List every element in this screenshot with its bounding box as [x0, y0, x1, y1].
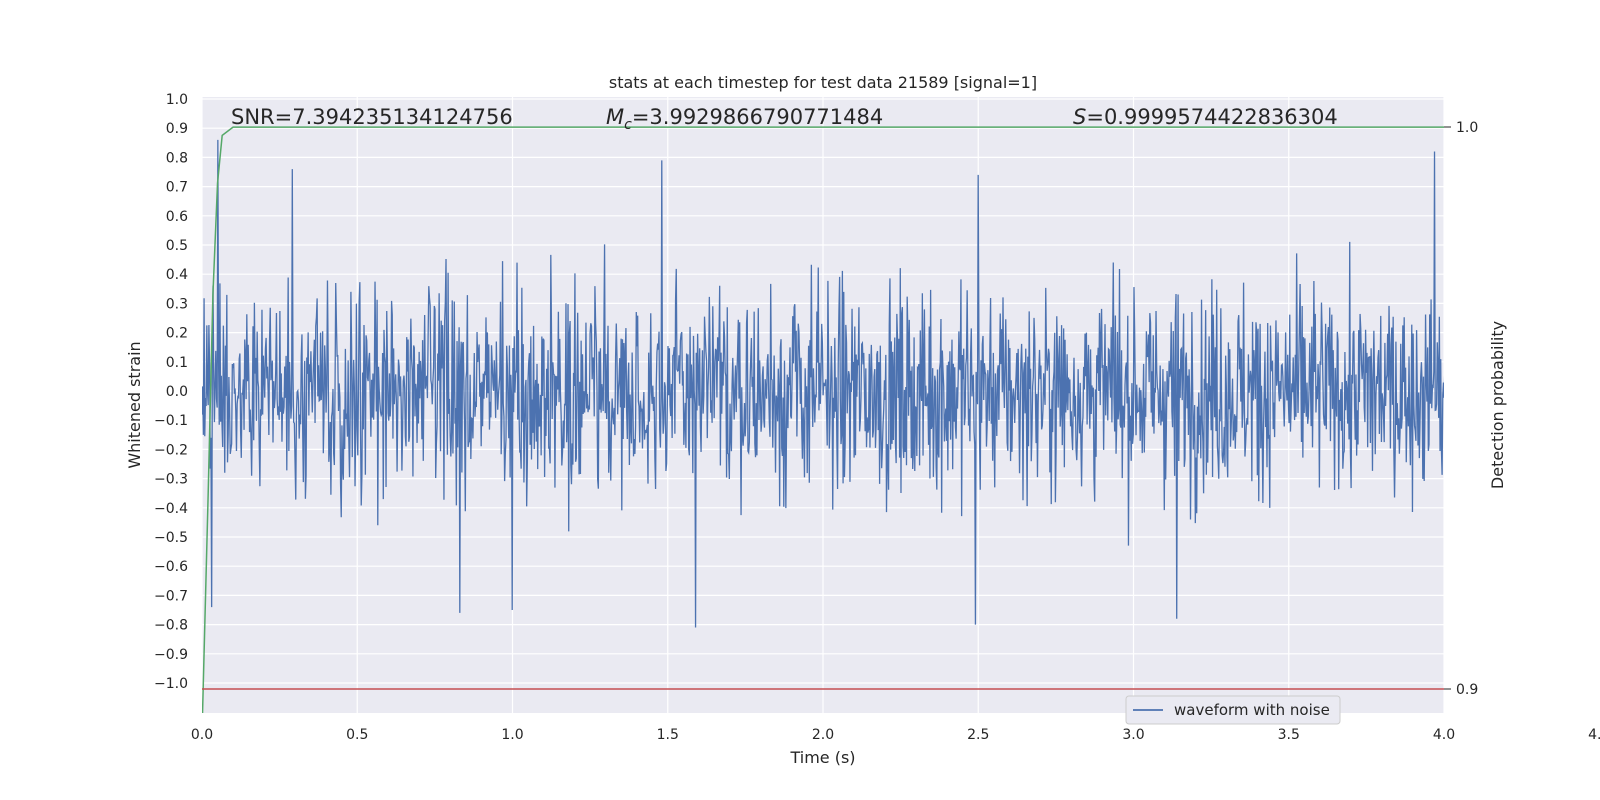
y-tick-label: 0.6 [166, 209, 188, 225]
y2-axis-ticks: 1.0 0.9 [1444, 120, 1478, 698]
plot-series [202, 126, 1444, 713]
y-tick-label: −0.1 [154, 413, 188, 429]
score-symbol: S [1073, 105, 1086, 129]
y-tick-label: −1.0 [154, 676, 188, 692]
chirp-mass-value: =3.9929866790771484 [632, 105, 883, 129]
y-tick-label: −0.3 [154, 472, 188, 488]
chirp-mass-subscript: c [624, 117, 632, 133]
y-tick-label: 0.9 [166, 121, 188, 137]
x-tick-label: 2.0 [812, 727, 834, 743]
chirp-mass-symbol: M [606, 105, 624, 129]
y2-tick-label: 1.0 [1456, 120, 1478, 136]
legend-label-waveform: waveform with noise [1174, 701, 1330, 719]
y-tick-label: −0.6 [154, 559, 188, 575]
y-tick-label: −0.2 [154, 442, 188, 458]
y-axis-label: Whitened strain [125, 341, 144, 468]
x-axis-ticks: 0.00.51.01.52.02.53.03.54.04.55.05.56.06… [191, 727, 1600, 743]
x-axis-label: Time (s) [789, 748, 855, 767]
y-tick-label: −0.9 [154, 647, 188, 663]
x-tick-label: 4.5 [1588, 727, 1600, 743]
x-tick-label: 4.0 [1433, 727, 1455, 743]
y-tick-label: 0.0 [166, 384, 188, 400]
y-axis-ticks: 1.0 0.9 0.8 0.7 0.6 0.5 0.4 0.3 0.2 0.1 0.0 −0.1 −0.… [154, 92, 188, 692]
y-tick-label: −0.5 [154, 530, 188, 546]
y-tick-label: −0.8 [154, 618, 188, 634]
x-tick-label: 2.5 [967, 727, 989, 743]
x-tick-label: 0.0 [191, 727, 213, 743]
chart-title: stats at each timestep for test data 215… [609, 73, 1037, 92]
y2-axis-label: Detection probability [1488, 321, 1507, 489]
legend: waveform with noise [1125, 695, 1341, 725]
legend-box [1125, 695, 1341, 725]
x-tick-label: 1.0 [501, 727, 523, 743]
y2-tick-label: 0.9 [1456, 682, 1478, 698]
x-tick-label: 0.5 [346, 727, 368, 743]
x-tick-label: 3.5 [1278, 727, 1300, 743]
x-tick-label: 3.0 [1122, 727, 1144, 743]
y-tick-label: 0.3 [166, 296, 188, 312]
y-tick-label: 0.5 [166, 238, 188, 254]
score-value: =0.9999574422836304 [1086, 105, 1337, 129]
y-tick-label: 0.8 [166, 150, 188, 166]
y-tick-label: −0.4 [154, 501, 188, 517]
x-tick-label: 1.5 [657, 727, 679, 743]
y-tick-label: 0.4 [166, 267, 188, 283]
chirp-mass-annotation: Mc=3.9929866790771484 [606, 105, 883, 133]
score-annotation: S=0.9999574422836304 [1073, 105, 1338, 129]
y-tick-label: 0.2 [166, 326, 188, 342]
y-tick-label: 0.7 [166, 180, 188, 196]
y-tick-label: −0.7 [154, 588, 188, 604]
detection-probability-series [202, 126, 1444, 713]
snr-annotation: SNR=7.394235134124756 [231, 105, 513, 129]
waveform-with-noise-series [202, 139, 1444, 628]
y-tick-label: 0.1 [166, 355, 188, 371]
y-tick-label: 1.0 [166, 92, 188, 108]
